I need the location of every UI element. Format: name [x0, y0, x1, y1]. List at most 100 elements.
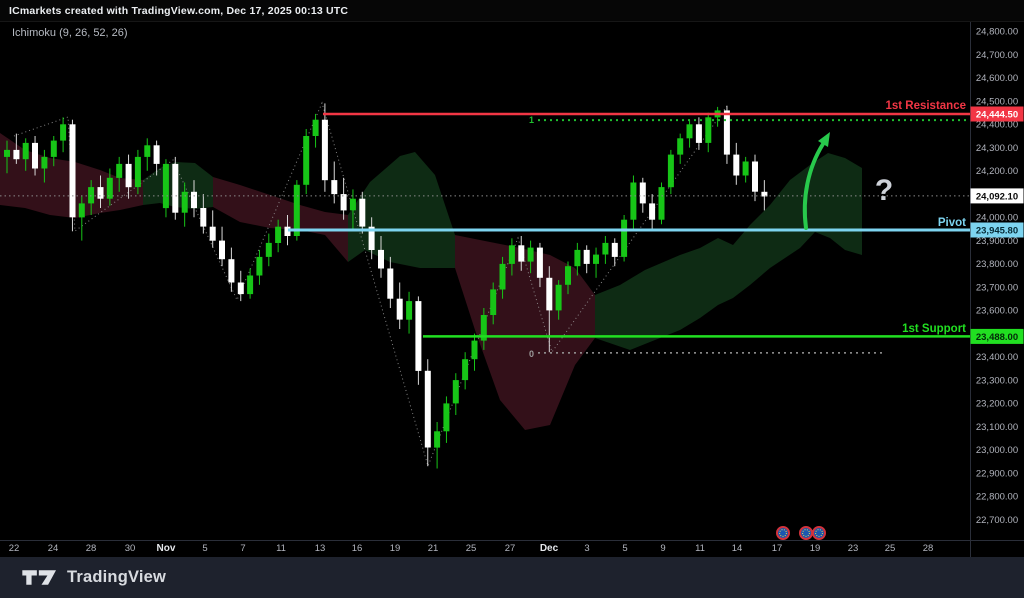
candle-body — [443, 403, 450, 432]
price-tick-label: 23,400.00 — [976, 352, 1018, 363]
eu-event-icon[interactable] — [776, 526, 790, 540]
time-tick-label: 11 — [695, 543, 705, 554]
watermark-text: ICmarkets created with TradingView.com, … — [9, 5, 349, 17]
price-tick-label: 22,800.00 — [976, 492, 1018, 503]
zigzag-polyline — [13, 101, 728, 468]
candle-body — [144, 145, 151, 157]
candle-body — [658, 187, 665, 220]
candle-body — [602, 242, 609, 255]
candle-body — [265, 242, 272, 257]
eu-event-icon-stars — [802, 529, 810, 537]
candle-body — [275, 226, 282, 243]
candle-body — [303, 136, 310, 185]
candle-body — [667, 154, 674, 188]
time-axis[interactable]: 22 24 28 30 Nov 5 7 11 13 16 19 21 25 27 Dec 3 5 9 11 14 17 1… — [9, 543, 934, 554]
tradingview-brand-text[interactable]: TradingView — [67, 568, 167, 586]
candle-body — [349, 198, 356, 211]
candle-body — [116, 163, 123, 178]
candle-body — [518, 245, 525, 262]
candle-body — [134, 156, 141, 188]
support-resistance-lines[interactable] — [288, 112, 970, 338]
candle-body — [284, 226, 291, 236]
candle-body — [237, 282, 244, 295]
time-tick-label: 17 — [772, 543, 783, 554]
time-tick-label: 30 — [125, 543, 136, 554]
candle-body — [630, 182, 637, 220]
candle-body — [723, 110, 730, 155]
time-tick-label: 7 — [240, 543, 245, 554]
candle-body — [153, 145, 160, 164]
candle-body — [219, 240, 225, 260]
candle-body — [546, 277, 553, 311]
candle-body — [471, 340, 478, 360]
candle-body — [32, 142, 38, 169]
time-tick-label: 13 — [315, 543, 326, 554]
price-tick-label: 24,500.00 — [976, 96, 1018, 107]
ichimoku-cloud-bear — [213, 177, 348, 262]
ichimoku-cloud-bear — [455, 235, 595, 430]
time-tick-label: 25 — [885, 543, 896, 554]
time-tick-label: 24 — [48, 543, 59, 554]
eu-event-icon[interactable] — [799, 526, 813, 540]
time-tick-label: 9 — [660, 543, 665, 554]
candle-body — [499, 263, 506, 290]
candle-body — [88, 187, 95, 204]
tradingview-logo-icon[interactable] — [21, 566, 58, 589]
price-tick-label: 23,900.00 — [976, 236, 1018, 247]
chart-canvas[interactable]: 24,800.0024,700.0024,600.0024,500.0024,4… — [0, 0, 1024, 557]
candle-body — [490, 289, 497, 315]
candle-body — [60, 124, 67, 141]
annotations — [802, 132, 830, 230]
time-tick-label: 27 — [505, 543, 516, 554]
eu-event-icon-stars — [815, 529, 823, 537]
price-badge-text: 24,092.10 — [976, 191, 1018, 202]
ichimoku-cloud-bull — [595, 153, 862, 350]
candle-body — [293, 184, 300, 236]
candle-body — [415, 301, 422, 371]
zigzag-lines — [13, 101, 728, 468]
candle-body — [424, 370, 431, 448]
ichimoku-cloud-bull — [348, 152, 455, 268]
price-tick-label: 23,700.00 — [976, 282, 1018, 293]
time-tick-label: Dec — [540, 543, 559, 554]
price-tick-label: 23,300.00 — [976, 375, 1018, 386]
candle-body — [97, 187, 104, 199]
candle-body — [480, 315, 487, 341]
time-tick-label: 11 — [276, 543, 286, 554]
candle-body — [462, 359, 469, 381]
price-tick-label: 22,900.00 — [976, 468, 1018, 479]
candle-body — [125, 163, 132, 188]
price-axis[interactable]: 24,800.00 24,700.00 24,600.00 24,500.00 24,4… — [976, 27, 1018, 526]
price-tick-label: 23,000.00 — [976, 445, 1018, 456]
candle-body — [50, 140, 57, 157]
candle-body — [593, 254, 599, 264]
candle-body — [434, 431, 441, 448]
candle-body — [378, 249, 384, 269]
candle-body — [209, 226, 216, 241]
time-tick-label: 22 — [9, 543, 20, 554]
time-tick-label: 19 — [390, 543, 401, 554]
eu-event-icon[interactable] — [812, 526, 826, 540]
candle-body — [649, 203, 656, 220]
price-badge — [970, 106, 1024, 122]
indicator-legend-text: Ichimoku (9, 26, 52, 26) — [12, 27, 128, 39]
price-tick-label: 24,600.00 — [976, 73, 1018, 84]
candle-body — [312, 119, 319, 136]
price-badge — [970, 222, 1024, 238]
time-tick-label: 16 — [352, 543, 363, 554]
candle-body — [321, 119, 328, 181]
candle-body — [387, 268, 394, 299]
resistance-label: 1st Resistance — [885, 100, 966, 112]
watermark-bar: ICmarkets created with TradingView.com, … — [0, 0, 1024, 22]
candle-body — [331, 180, 338, 195]
price-badge — [970, 188, 1024, 204]
indicator-legend[interactable]: Ichimoku (9, 26, 52, 26) — [12, 27, 128, 39]
time-tick-label: 19 — [810, 543, 821, 554]
candle-body — [191, 191, 197, 209]
candle-body — [555, 284, 562, 311]
event-icons[interactable] — [776, 526, 826, 540]
fib-level-0-label: 0 — [529, 349, 534, 359]
candle-body — [78, 203, 85, 218]
candle-body — [4, 149, 10, 157]
time-tick-label: 14 — [732, 543, 743, 554]
